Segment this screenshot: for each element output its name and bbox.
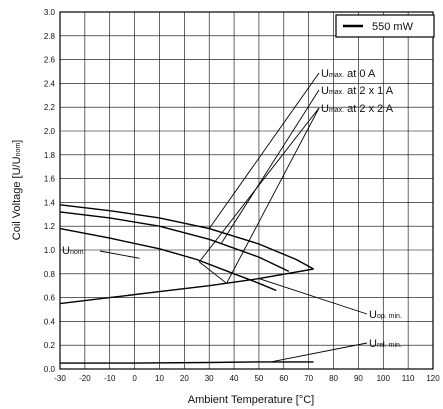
y-tick-label: 2.6	[44, 56, 56, 65]
y-tick-label: 0.0	[44, 365, 56, 374]
y-tick-label: 2.8	[44, 32, 56, 41]
x-tick-label: -10	[104, 374, 116, 383]
x-tick-label: -30	[54, 374, 66, 383]
annotation-umax-0a: Umax. at 0 A	[321, 68, 376, 80]
leader-umax-2x2a-knee	[198, 107, 320, 263]
leader-umax-2x1a	[221, 89, 320, 244]
y-tick-label: 2.4	[44, 79, 56, 88]
x-tick-label: 30	[205, 374, 214, 383]
y-tick-label: 1.2	[44, 222, 56, 231]
annotation-urel-min: Urel. min.	[369, 338, 402, 350]
y-tick-label: 1.4	[44, 198, 56, 207]
legend-box	[335, 14, 435, 38]
x-tick-label: 40	[230, 374, 239, 383]
series-line-umax0	[59, 204, 314, 270]
x-tick-label: -20	[79, 374, 91, 383]
leader-umax-2x2a-tail	[198, 261, 227, 284]
tick-labels: -30 -20 -10 0 10 20 30 40 50 60 70 80 90 100 110 120 0.0…	[44, 8, 440, 383]
leader-unom	[99, 250, 140, 259]
series-line-umax2	[59, 227, 277, 292]
series-line-umax1	[59, 211, 290, 273]
x-tick-label: 80	[329, 374, 338, 383]
y-tick-label: 0.4	[44, 317, 56, 326]
y-tick-label: 0.6	[44, 294, 56, 303]
y-tick-label: 1.6	[44, 175, 56, 184]
legend: 550 mW	[335, 14, 435, 38]
x-tick-label: 0	[132, 374, 137, 383]
y-axis-title: Coil Voltage [U/Unom]	[11, 140, 23, 240]
x-tick-label: 110	[402, 374, 415, 383]
x-axis-title: Ambient Temperature [°C]	[188, 394, 314, 406]
series-line-urel	[60, 361, 314, 364]
x-tick-label: 70	[304, 374, 313, 383]
x-tick-label: 60	[279, 374, 288, 383]
annotation-leader-lines	[99, 72, 368, 363]
y-tick-label: 2.2	[44, 103, 56, 112]
leader-umax-2x2a	[226, 107, 320, 284]
legend-label: 550 mW	[372, 21, 414, 33]
series-lines	[59, 204, 314, 364]
annotation-umax-2x1a: Umax. at 2 x 1 A	[321, 85, 394, 97]
x-tick-label: 90	[354, 374, 363, 383]
y-tick-label: 0.8	[44, 270, 56, 279]
x-tick-label: 50	[254, 374, 263, 383]
y-tick-label: 1.0	[44, 246, 56, 255]
x-tick-label: 20	[180, 374, 189, 383]
leader-urel-min	[271, 342, 368, 363]
series-line-uop	[59, 268, 314, 305]
x-tick-label: 10	[155, 374, 164, 383]
annotation-umax-2x2a: Umax. at 2 x 2 A	[321, 103, 394, 115]
y-tick-label: 1.8	[44, 151, 56, 160]
y-tick-label: 2.0	[44, 127, 56, 136]
y-tick-label: 0.2	[44, 341, 56, 350]
x-tick-label: 120	[426, 374, 440, 383]
annotation-unom: Unom.	[62, 245, 86, 257]
leader-umax-0a	[208, 72, 320, 229]
annotation-uop-min: Uop. min.	[369, 309, 402, 321]
plot-frame	[59, 11, 434, 370]
grid	[59, 11, 434, 370]
y-tick-label: 3.0	[44, 8, 56, 17]
x-tick-label: 100	[377, 374, 391, 383]
leader-uop-min	[258, 278, 368, 315]
